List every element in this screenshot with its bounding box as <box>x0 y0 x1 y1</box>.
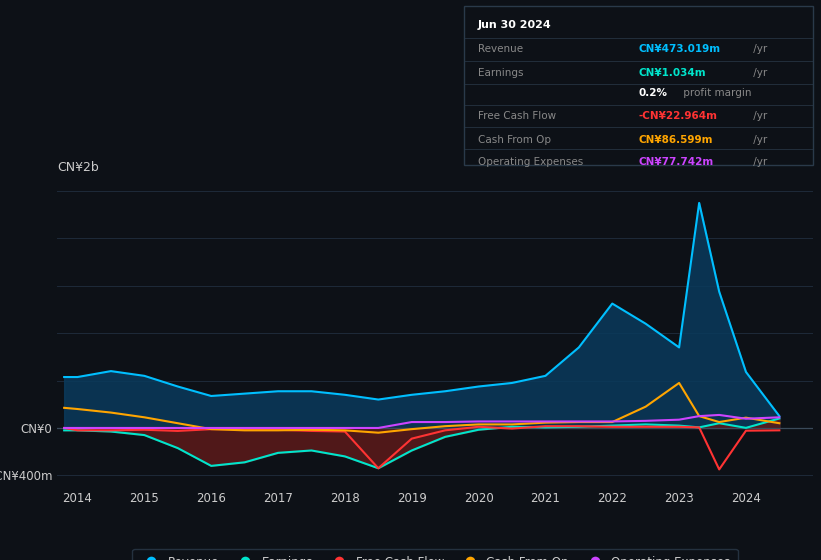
Text: /yr: /yr <box>750 68 768 78</box>
Text: 0.2%: 0.2% <box>639 88 667 99</box>
Text: /yr: /yr <box>750 111 768 121</box>
Text: CN¥473.019m: CN¥473.019m <box>639 44 721 54</box>
Text: CN¥2b: CN¥2b <box>57 161 99 174</box>
Text: CN¥86.599m: CN¥86.599m <box>639 134 713 144</box>
Text: /yr: /yr <box>750 134 768 144</box>
Text: /yr: /yr <box>750 157 768 167</box>
Text: /yr: /yr <box>750 44 768 54</box>
Text: -CN¥22.964m: -CN¥22.964m <box>639 111 718 121</box>
Text: profit margin: profit margin <box>680 88 752 99</box>
Text: Jun 30 2024: Jun 30 2024 <box>478 20 552 30</box>
Text: Operating Expenses: Operating Expenses <box>478 157 583 167</box>
Text: Cash From Op: Cash From Op <box>478 134 551 144</box>
Text: CN¥1.034m: CN¥1.034m <box>639 68 706 78</box>
Text: Earnings: Earnings <box>478 68 523 78</box>
Text: Free Cash Flow: Free Cash Flow <box>478 111 556 121</box>
Legend: Revenue, Earnings, Free Cash Flow, Cash From Op, Operating Expenses: Revenue, Earnings, Free Cash Flow, Cash … <box>132 549 738 560</box>
Text: CN¥77.742m: CN¥77.742m <box>639 157 713 167</box>
Text: Revenue: Revenue <box>478 44 523 54</box>
